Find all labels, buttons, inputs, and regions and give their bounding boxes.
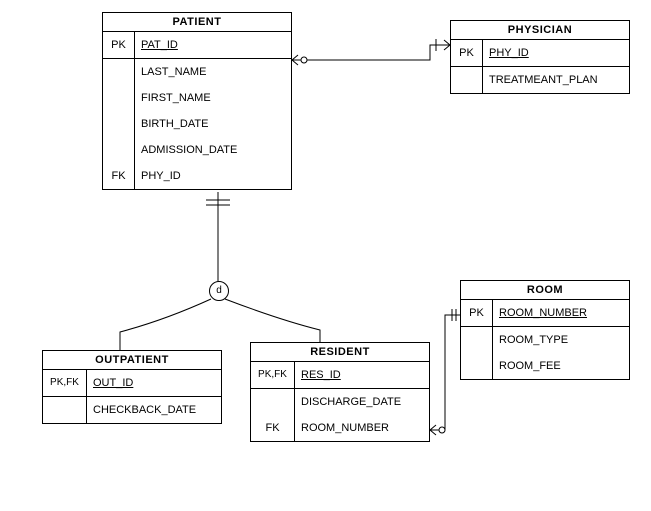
entity-room: ROOM PK ROOM_NUMBER ROOM_TYPE ROOM_FEE (460, 280, 630, 380)
connector-d-resident (225, 299, 320, 342)
attr-cell: CHECKBACK_DATE (87, 397, 221, 423)
key-cell: PK,FK (43, 370, 86, 397)
attr-cell: OUT_ID (87, 370, 221, 397)
attr-cell: TREATMEANT_PLAN (483, 67, 629, 93)
key-cell: FK (103, 163, 134, 189)
attr-cell: RES_ID (295, 362, 429, 389)
key-cell: FK (251, 415, 294, 441)
key-cell (251, 389, 294, 415)
er-diagram-canvas: PATIENT PK FK PAT_ID LAST_NAME FIRST_NAM… (0, 0, 651, 511)
attr-cell: PHY_ID (135, 163, 291, 189)
attr-cell: ADMISSION_DATE (135, 137, 291, 163)
attr-cell: ROOM_NUMBER (493, 300, 629, 327)
key-cell: PK (461, 300, 492, 327)
key-cell (451, 67, 482, 93)
attr-cell: ROOM_NUMBER (295, 415, 429, 441)
attr-cell: BIRTH_DATE (135, 111, 291, 137)
entity-title: PHYSICIAN (451, 21, 629, 40)
disjoint-label: d (216, 285, 222, 296)
attr-cell: PHY_ID (483, 40, 629, 67)
key-cell: PK,FK (251, 362, 294, 389)
entity-title: RESIDENT (251, 343, 429, 362)
key-cell (43, 397, 86, 423)
key-cell (103, 111, 134, 137)
connector-patient-physician (292, 45, 450, 60)
attr-cell: FIRST_NAME (135, 85, 291, 111)
key-cell (103, 85, 134, 111)
entity-title: OUTPATIENT (43, 351, 221, 370)
attr-cell: ROOM_FEE (493, 353, 629, 379)
entity-title: ROOM (461, 281, 629, 300)
entity-resident: RESIDENT PK,FK FK RES_ID DISCHARGE_DATE … (250, 342, 430, 442)
disjoint-symbol: d (209, 281, 229, 301)
key-cell (103, 59, 134, 85)
entity-outpatient: OUTPATIENT PK,FK OUT_ID CHECKBACK_DATE (42, 350, 222, 424)
attr-cell: PAT_ID (135, 32, 291, 59)
entity-patient: PATIENT PK FK PAT_ID LAST_NAME FIRST_NAM… (102, 12, 292, 190)
connector-d-outpatient (120, 299, 211, 350)
entity-physician: PHYSICIAN PK PHY_ID TREATMEANT_PLAN (450, 20, 630, 94)
attr-cell: DISCHARGE_DATE (295, 389, 429, 415)
key-cell (103, 137, 134, 163)
key-cell (461, 353, 492, 379)
attr-cell: LAST_NAME (135, 59, 291, 85)
key-cell: PK (103, 32, 134, 59)
entity-title: PATIENT (103, 13, 291, 32)
key-cell: PK (451, 40, 482, 67)
connector-resident-room (430, 315, 460, 430)
key-cell (461, 327, 492, 353)
attr-cell: ROOM_TYPE (493, 327, 629, 353)
